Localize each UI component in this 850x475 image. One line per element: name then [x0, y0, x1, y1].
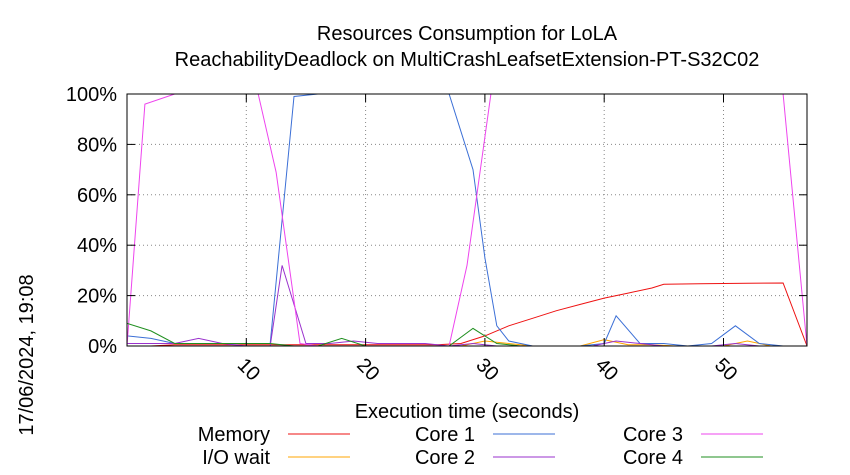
- series-line-core-3: [126, 93, 808, 347]
- timestamp-label: 17/06/2024, 19:08: [16, 274, 38, 435]
- legend-label: Core 4: [623, 447, 683, 469]
- y-tick-label: 20%: [77, 286, 117, 308]
- series-line-core-2: [127, 265, 807, 347]
- legend-label: I/O wait: [202, 447, 270, 469]
- x-tick-label: 20: [352, 354, 383, 385]
- axis-ticks: 0% 20% 40% 60% 80% 100% 10 20 30 40 50: [66, 84, 807, 385]
- y-tick-label: 100%: [66, 84, 117, 106]
- legend-label: Core 3: [623, 424, 683, 446]
- series-line-core-1: [126, 93, 807, 347]
- grid-lines: [127, 94, 807, 346]
- legend-label: Core 1: [415, 424, 475, 446]
- legend-label: Core 2: [415, 447, 475, 469]
- x-tick-label: 30: [471, 354, 502, 385]
- x-tick-label: 40: [591, 354, 622, 385]
- plot-frame: [126, 93, 808, 347]
- x-tick-label: 50: [710, 354, 741, 385]
- y-tick-label: 40%: [77, 235, 117, 257]
- chart-title: Resources Consumption for LoLA: [317, 23, 618, 45]
- y-tick-label: 60%: [77, 185, 117, 207]
- chart-subtitle: ReachabilityDeadlock on MultiCrashLeafse…: [175, 49, 760, 71]
- legend-label: Memory: [198, 424, 270, 446]
- x-axis-label: Execution time (seconds): [355, 401, 580, 423]
- series-line-memory: [127, 282, 808, 347]
- x-tick-label: 10: [233, 354, 264, 385]
- series-line-core-4: [126, 322, 807, 347]
- y-tick-label: 80%: [77, 134, 117, 156]
- y-tick-label: 0%: [88, 336, 117, 358]
- data-series: [126, 93, 808, 347]
